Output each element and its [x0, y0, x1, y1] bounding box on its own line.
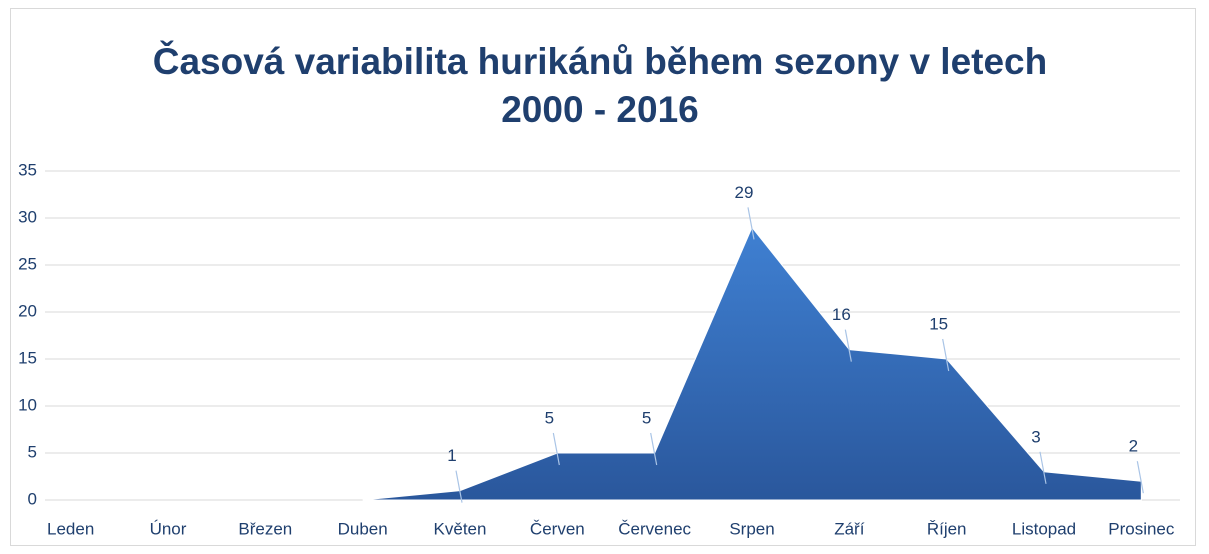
- x-tick-label: Květen: [434, 519, 487, 538]
- y-tick-label: 10: [18, 395, 37, 414]
- leader-line: [942, 338, 950, 372]
- leader-line: [552, 432, 560, 466]
- y-tick-label: 25: [18, 254, 37, 273]
- y-tick-label: 35: [18, 160, 37, 179]
- y-tick-label: 20: [18, 301, 37, 320]
- chart-title: Časová variabilita hurikánů během sezony…: [152, 41, 1048, 130]
- data-label: 1: [447, 446, 456, 465]
- x-tick-label: Březen: [238, 519, 292, 538]
- data-label: 2: [1129, 437, 1138, 456]
- x-tick-label: Červen: [530, 519, 585, 538]
- data-label: 29: [735, 183, 754, 202]
- data-label: 5: [642, 408, 651, 427]
- leader-line: [455, 470, 463, 503]
- data-label: 5: [545, 408, 554, 427]
- data-label: 3: [1031, 427, 1040, 446]
- y-tick-label: 5: [28, 442, 37, 461]
- y-tick-label: 15: [18, 348, 37, 367]
- x-tick-label: Červenec: [618, 519, 691, 538]
- x-tick-label: Prosinec: [1108, 519, 1175, 538]
- leader-line: [1039, 451, 1047, 484]
- data-label: 16: [832, 305, 851, 324]
- x-tick-label: Září: [834, 519, 865, 538]
- x-tick-label: Duben: [338, 519, 388, 538]
- x-tick-label: Listopad: [1012, 519, 1076, 538]
- area: [362, 226, 1142, 501]
- y-tick-label: 30: [18, 207, 37, 226]
- y-tick-label: 0: [28, 489, 37, 508]
- leader-line: [650, 432, 658, 466]
- x-tick-label: Říjen: [927, 519, 967, 538]
- x-tick-label: Leden: [47, 519, 94, 538]
- x-tick-label: Srpen: [729, 519, 774, 538]
- leader-line: [1136, 461, 1144, 494]
- chart-frame: [10, 8, 1196, 546]
- leader-line: [844, 329, 852, 362]
- x-tick-label: Únor: [150, 519, 187, 538]
- data-label: 15: [929, 314, 948, 333]
- leader-line: [747, 207, 755, 240]
